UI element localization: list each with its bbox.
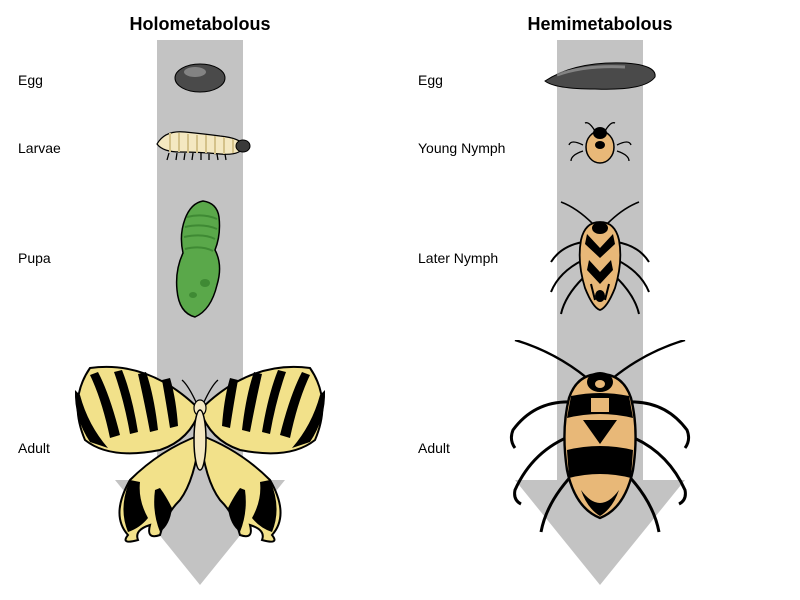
holo-pupa-label: Pupa (18, 250, 128, 266)
holo-larva-icon (145, 120, 255, 166)
holo-pupa-icon (155, 195, 245, 325)
holo-egg-icon (165, 58, 235, 98)
hemimetabolous-column: Hemimetabolous Egg Young Nymph Later Nym… (400, 0, 800, 600)
hemi-later-nymph-label: Later Nymph (418, 250, 528, 266)
holo-larvae-label: Larvae (18, 140, 128, 156)
hemi-young-nymph-label: Young Nymph (418, 140, 528, 156)
holo-egg-label: Egg (18, 72, 128, 88)
holometabolous-title: Holometabolous (0, 14, 400, 35)
hemi-young-nymph-icon (565, 115, 635, 170)
hemi-later-nymph-icon (535, 200, 665, 320)
hemi-egg-label: Egg (418, 72, 528, 88)
holo-butterfly-icon (60, 340, 340, 550)
hemi-egg-icon (535, 55, 665, 97)
holometabolous-column: Holometabolous Egg Larvae Pupa Adult (0, 0, 400, 600)
hemi-adult-bug-icon (485, 340, 715, 540)
hemimetabolous-title: Hemimetabolous (400, 14, 800, 35)
